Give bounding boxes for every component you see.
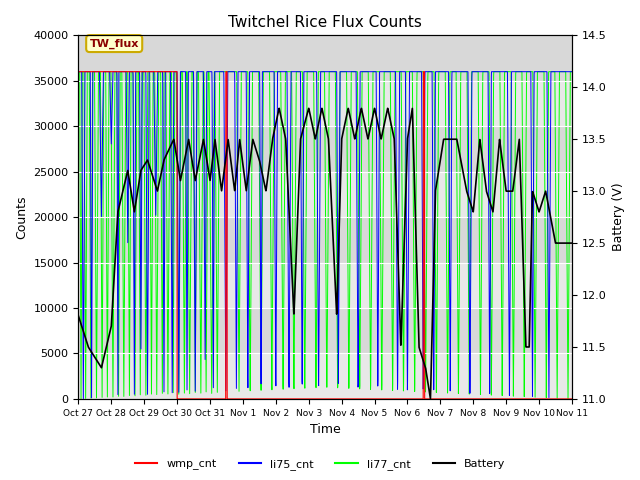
X-axis label: Time: Time <box>310 423 340 436</box>
Legend: wmp_cnt, li75_cnt, li77_cnt, Battery: wmp_cnt, li75_cnt, li77_cnt, Battery <box>131 455 509 474</box>
Bar <box>79 81 572 126</box>
Bar <box>79 172 572 217</box>
Bar <box>79 263 572 308</box>
Bar <box>79 353 572 399</box>
Text: TW_flux: TW_flux <box>90 38 139 48</box>
Title: Twitchel Rice Flux Counts: Twitchel Rice Flux Counts <box>228 15 422 30</box>
Y-axis label: Counts: Counts <box>15 195 28 239</box>
Y-axis label: Battery (V): Battery (V) <box>612 183 625 252</box>
